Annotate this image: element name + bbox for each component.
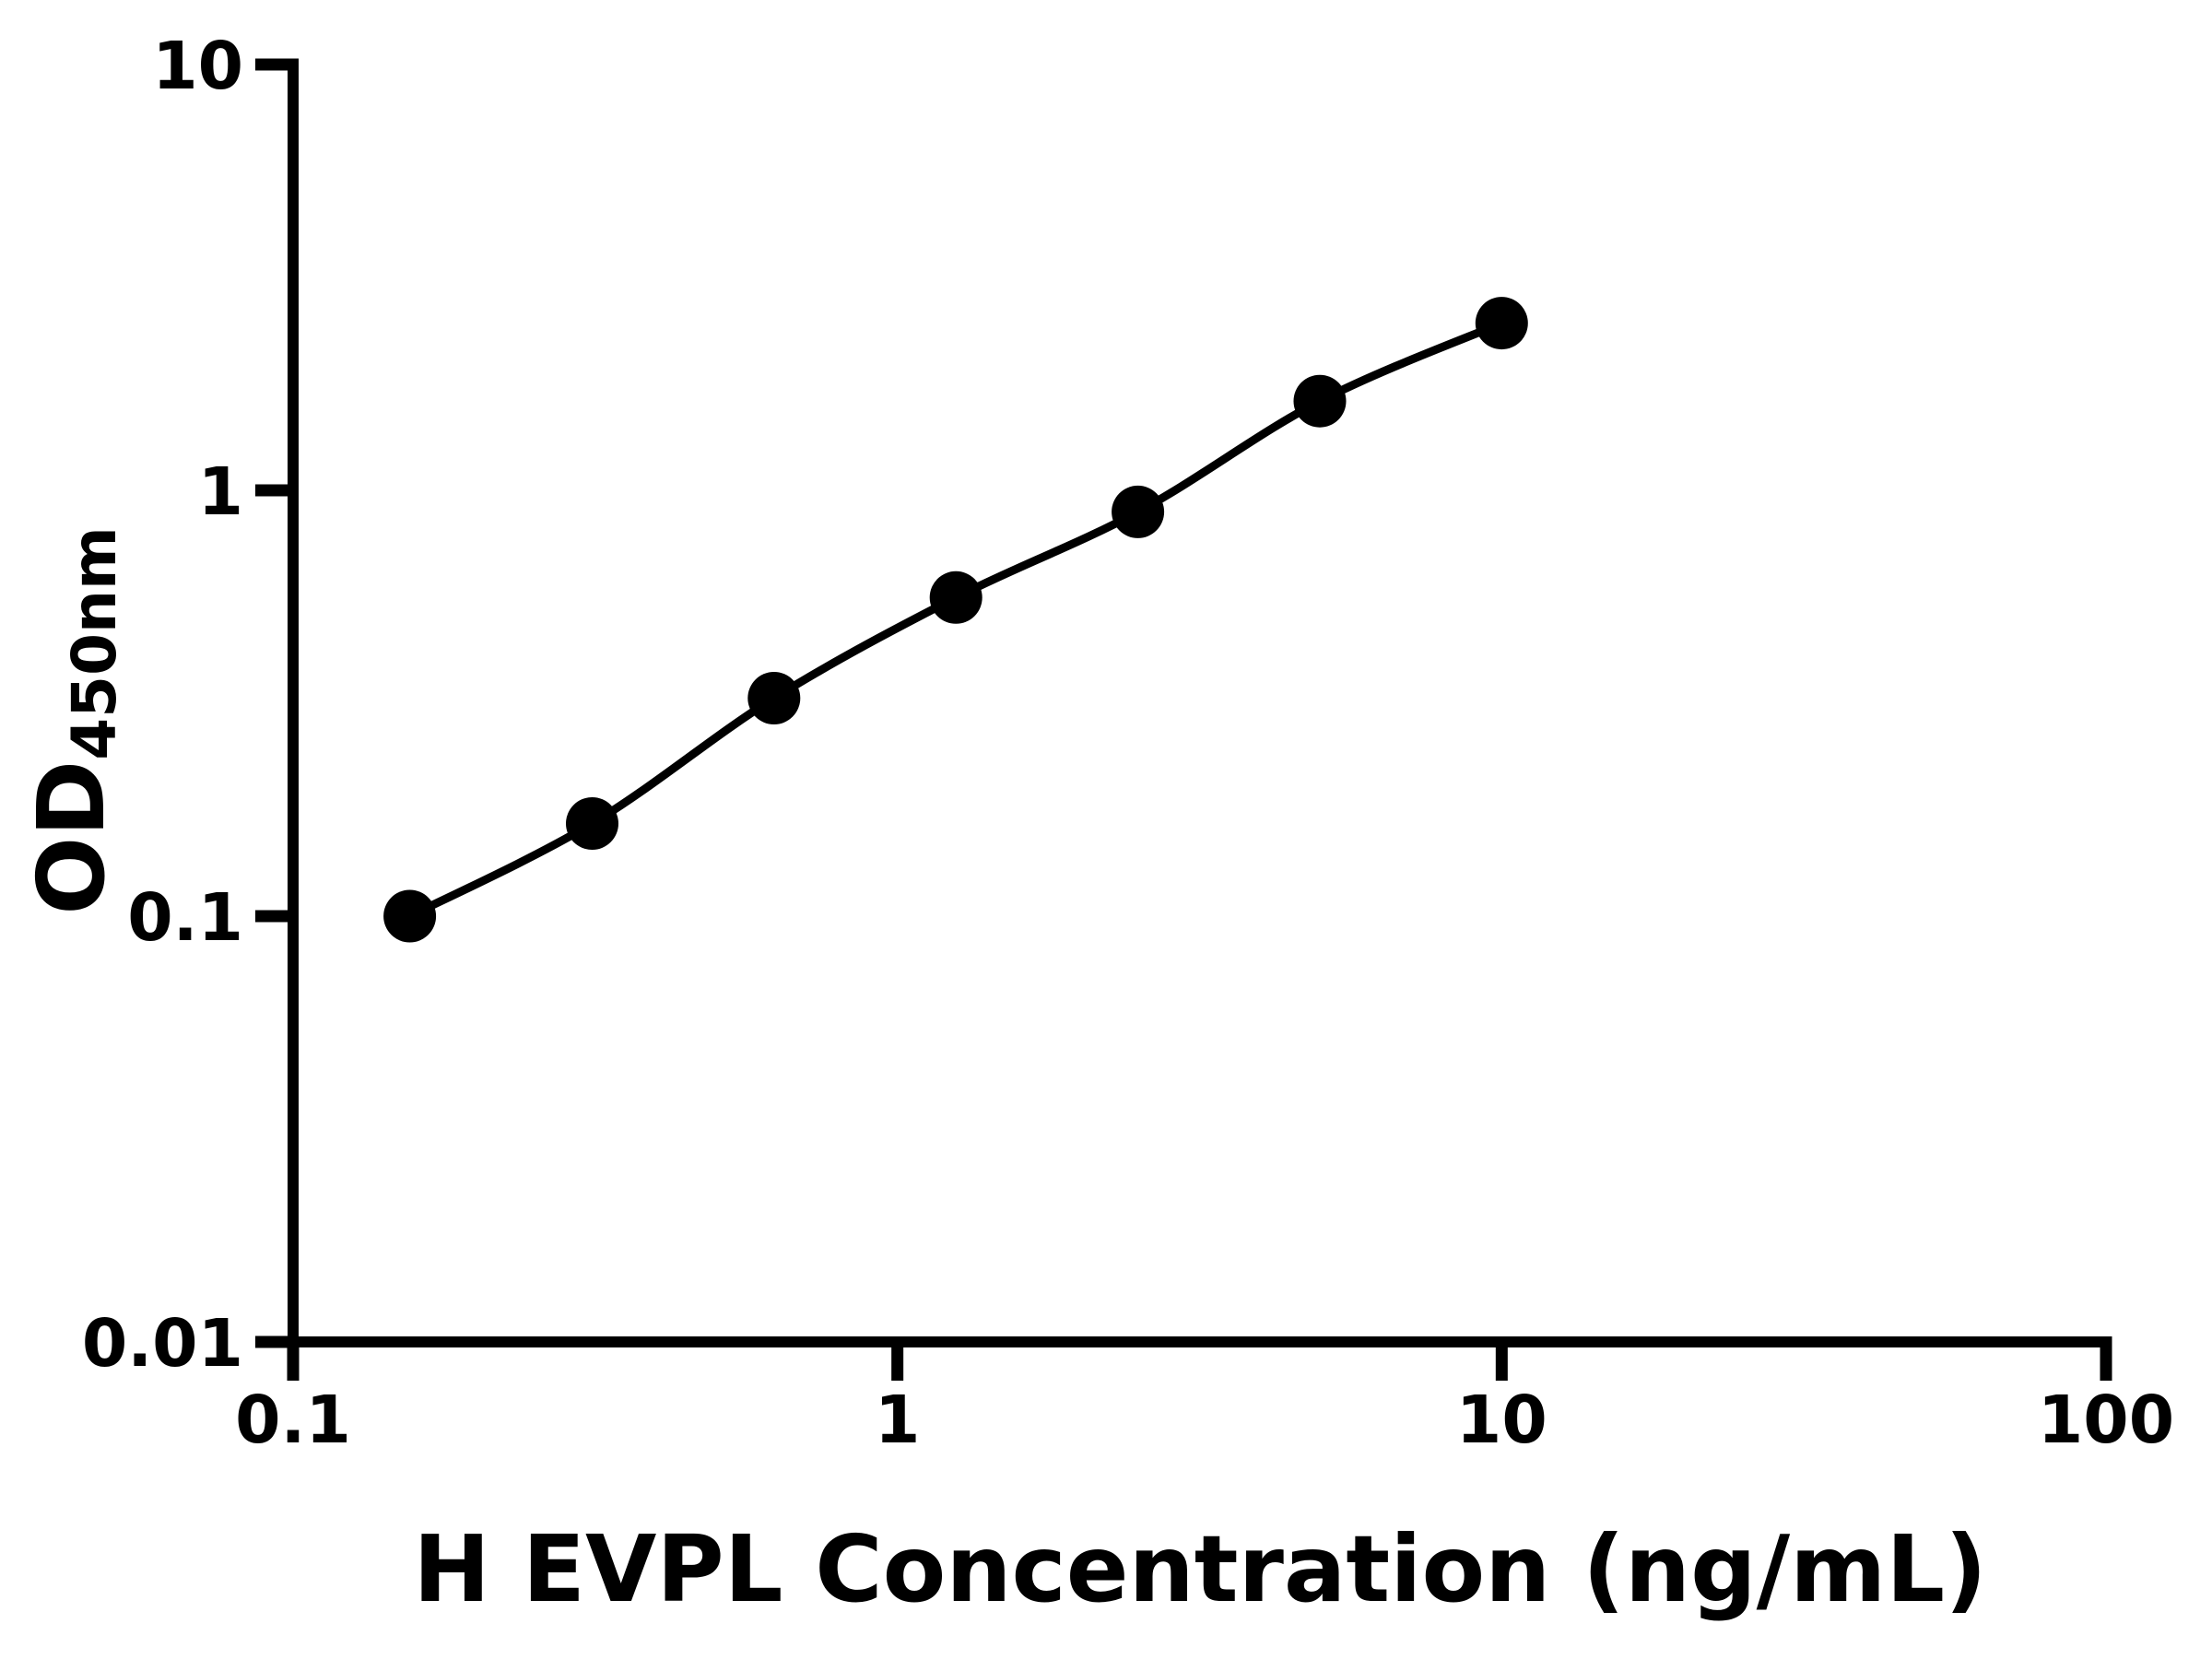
data-point-marker (1293, 374, 1347, 428)
y-axis-tick-label-10: 10 (152, 28, 243, 104)
y-axis-title: OD450nm (18, 526, 130, 915)
data-point-marker (383, 889, 437, 943)
y-axis-tick-label-0-01: 0.01 (81, 1305, 243, 1382)
x-axis-title: H EVPL Concentration (ng/mL) (413, 1515, 1987, 1623)
data-point-marker (566, 797, 618, 850)
data-point-marker (747, 672, 801, 724)
data-point-marker (1475, 297, 1528, 350)
x-axis-tick-label-100: 100 (2037, 1382, 2175, 1458)
y-axis-tick-label-0-1: 0.1 (127, 879, 243, 956)
x-axis-tick-label-0-1: 0.1 (235, 1382, 351, 1458)
y-axis-title-subscript: 450nm (59, 526, 130, 760)
y-axis-tick-label-1: 1 (197, 453, 243, 530)
x-axis-tick-label-1: 1 (874, 1382, 921, 1458)
y-axis-title-main: OD (18, 759, 125, 915)
x-axis-tick-label-10: 10 (1455, 1382, 1547, 1458)
data-point-marker (1112, 485, 1165, 538)
data-point-marker (929, 571, 982, 624)
